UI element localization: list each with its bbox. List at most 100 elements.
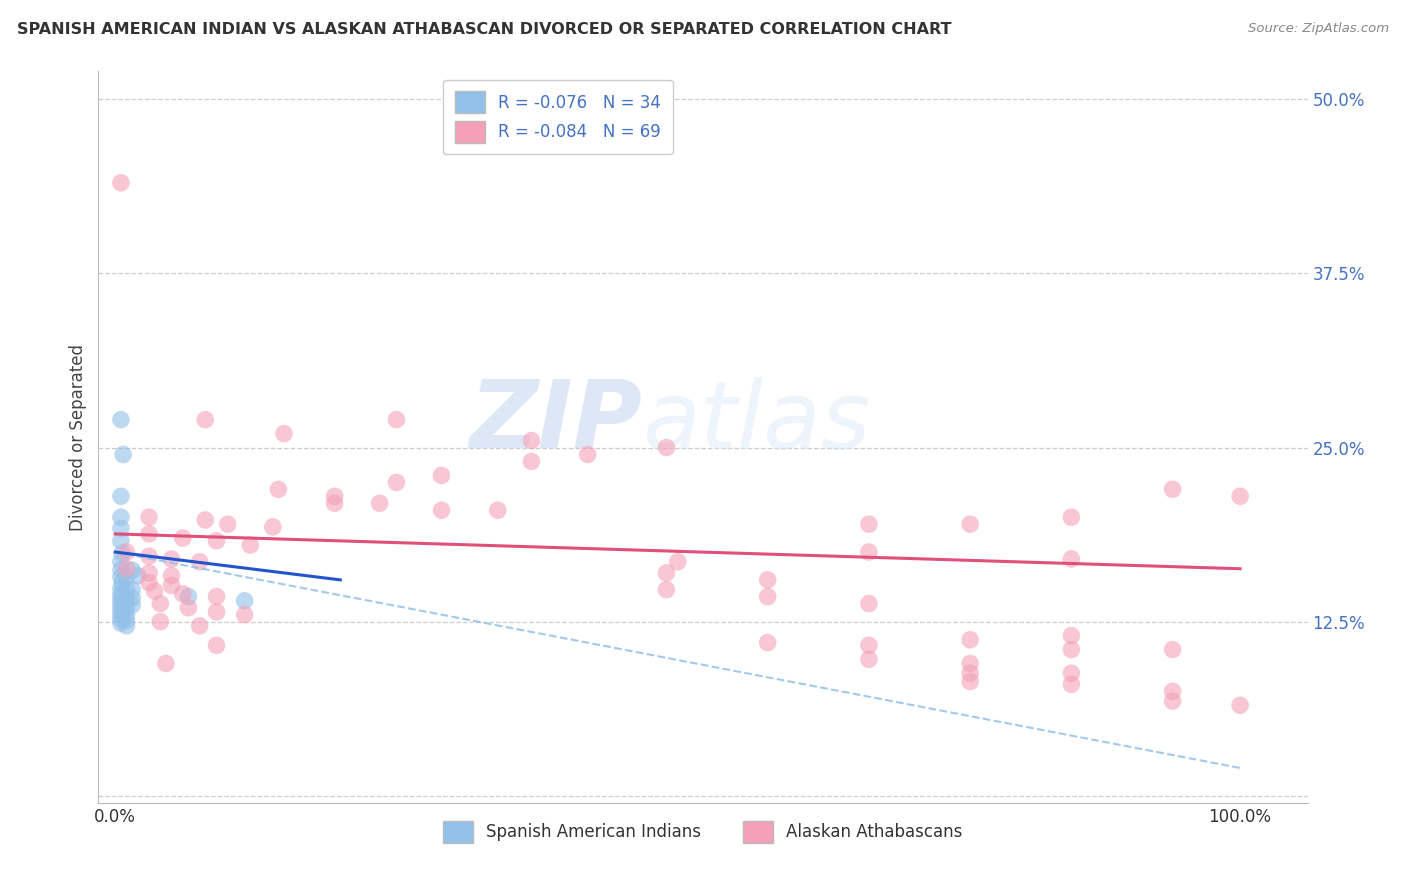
Point (1060, 510, 1083, 524)
Point (110, 489, 132, 503)
Point (110, 533, 132, 548)
Point (486, 503, 509, 517)
Point (115, 545, 138, 559)
Point (576, 448, 599, 462)
Point (520, 434, 543, 448)
Point (188, 555, 211, 569)
Point (655, 582, 678, 597)
Point (115, 562, 138, 576)
Point (160, 568, 183, 582)
Point (233, 594, 256, 608)
Point (172, 531, 194, 545)
Point (205, 639, 228, 653)
Point (121, 563, 143, 577)
Point (1060, 629, 1083, 643)
Point (112, 448, 135, 462)
Point (110, 595, 132, 609)
Point (110, 599, 132, 614)
Point (194, 513, 217, 527)
Legend: Spanish American Indians, Alaskan Athabascans: Spanish American Indians, Alaskan Athaba… (436, 814, 970, 849)
Point (110, 612, 132, 626)
Point (233, 607, 256, 622)
Point (110, 563, 132, 577)
Point (160, 578, 183, 592)
Point (217, 517, 239, 532)
Point (1161, 684, 1184, 698)
Point (756, 573, 779, 587)
Point (959, 517, 981, 532)
Point (959, 666, 981, 681)
Point (115, 594, 138, 608)
Point (110, 616, 132, 631)
Point (756, 590, 779, 604)
Point (1060, 677, 1083, 691)
Point (115, 619, 138, 633)
Point (655, 441, 678, 455)
Y-axis label: Divorced or Separated: Divorced or Separated (69, 343, 87, 531)
Point (1229, 698, 1251, 713)
Point (138, 575, 160, 590)
Point (115, 582, 138, 597)
Point (385, 475, 408, 490)
Text: SPANISH AMERICAN INDIAN VS ALASKAN ATHABASCAN DIVORCED OR SEPARATED CORRELATION : SPANISH AMERICAN INDIAN VS ALASKAN ATHAB… (17, 22, 952, 37)
Point (188, 619, 211, 633)
Point (110, 603, 132, 617)
Point (655, 566, 678, 580)
Text: ZIP: ZIP (470, 376, 643, 468)
Point (368, 496, 391, 510)
Point (858, 517, 880, 532)
Point (959, 674, 981, 689)
Point (1161, 642, 1184, 657)
Point (1161, 694, 1184, 708)
Point (115, 570, 138, 584)
Point (959, 657, 981, 671)
Point (149, 615, 172, 629)
Point (205, 533, 228, 548)
Point (323, 496, 346, 510)
Point (273, 426, 295, 441)
Point (115, 600, 138, 615)
Point (858, 597, 880, 611)
Point (160, 552, 183, 566)
Point (177, 600, 200, 615)
Point (267, 483, 290, 497)
Point (110, 591, 132, 605)
Point (858, 639, 880, 653)
Point (858, 652, 880, 666)
Point (177, 590, 200, 604)
Point (110, 412, 132, 426)
Point (110, 510, 132, 524)
Point (110, 176, 132, 190)
Point (756, 635, 779, 649)
Point (121, 598, 143, 612)
Point (959, 632, 981, 647)
Point (127, 568, 149, 582)
Point (149, 597, 172, 611)
Point (138, 527, 160, 541)
Point (155, 657, 177, 671)
Point (110, 587, 132, 601)
Point (138, 510, 160, 524)
Point (172, 587, 194, 601)
Point (115, 607, 138, 622)
Point (323, 489, 346, 503)
Point (858, 545, 880, 559)
Point (520, 454, 543, 468)
Point (430, 468, 453, 483)
Point (121, 582, 143, 597)
Point (110, 521, 132, 535)
Point (430, 503, 453, 517)
Point (385, 412, 408, 426)
Point (205, 590, 228, 604)
Point (666, 555, 689, 569)
Point (111, 546, 134, 560)
Point (110, 581, 132, 595)
Point (1060, 552, 1083, 566)
Text: Source: ZipAtlas.com: Source: ZipAtlas.com (1249, 22, 1389, 36)
Text: atlas: atlas (643, 377, 870, 468)
Point (138, 549, 160, 564)
Point (110, 607, 132, 622)
Point (1060, 642, 1083, 657)
Point (1229, 489, 1251, 503)
Point (121, 591, 143, 605)
